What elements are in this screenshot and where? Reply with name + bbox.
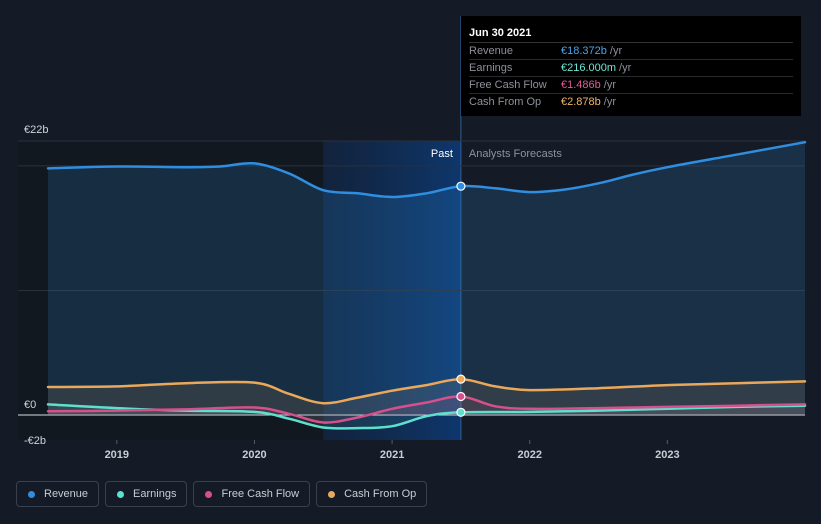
y-tick-label: €22b: [24, 124, 48, 136]
y-tick-label: -€2b: [24, 435, 46, 447]
data-tooltip: Jun 30 2021 Revenue €18.372b /yr Earning…: [461, 16, 801, 116]
legend-item-free-cash-flow[interactable]: Free Cash Flow: [193, 481, 311, 507]
legend-item-earnings[interactable]: Earnings: [105, 481, 188, 507]
legend-dot-icon: [28, 490, 35, 498]
point-free-cash-flow: [456, 391, 466, 402]
past-label: Past: [431, 148, 453, 160]
tooltip-label: Revenue: [469, 45, 514, 57]
point-cash-from-op: [456, 374, 466, 384]
point-revenue: [456, 181, 466, 191]
area-revenue: [48, 142, 805, 415]
tooltip-row-free-cash-flow: Free Cash Flow €1.486b /yr: [469, 77, 793, 94]
legend-item-cash-from-op[interactable]: Cash From Op: [316, 481, 428, 507]
point-earnings: [456, 407, 466, 417]
x-tick-label: 2021: [380, 449, 404, 461]
tooltip-unit: /yr: [619, 62, 632, 74]
tooltip-unit: /yr: [603, 79, 616, 91]
tooltip-value: €1.486b: [561, 79, 601, 91]
legend-dot-icon: [117, 490, 125, 498]
legend-label: Free Cash Flow: [221, 488, 300, 500]
legend-dot-icon: [205, 490, 213, 498]
area-free-cash-flow: [48, 396, 805, 423]
line-free-cash-flow: [46, 395, 807, 424]
y-tick-label: €0: [24, 399, 36, 411]
tooltip-unit: /yr: [609, 45, 623, 57]
x-tick-label: 2020: [242, 449, 266, 461]
legend-dot-icon: [328, 490, 336, 498]
x-tick-label: 2023: [655, 449, 679, 461]
tooltip-value: €2.878b: [561, 96, 601, 108]
x-tick-label: 2019: [105, 449, 129, 461]
line-cash-from-op: [46, 377, 807, 405]
tooltip-value: €216.000m: [561, 62, 617, 74]
tooltip-value: €18.372b: [561, 45, 607, 57]
legend-label: Earnings: [133, 488, 177, 500]
legend-item-revenue[interactable]: Revenue: [16, 481, 100, 507]
tooltip-date: Jun 30 2021: [469, 25, 793, 43]
forecast-label: Analysts Forecasts: [469, 148, 562, 160]
x-tick-label: 2022: [517, 449, 541, 461]
tooltip-row-earnings: Earnings €216.000m /yr: [469, 60, 793, 77]
tooltip-row-revenue: Revenue €18.372b /yr: [469, 43, 793, 60]
legend-label: Cash From Op: [344, 488, 417, 500]
tooltip-row-cash-from-op: Cash From Op €2.878b /yr: [469, 94, 793, 110]
legend-label: Revenue: [44, 488, 89, 500]
line-revenue: [46, 140, 807, 199]
line-earnings: [46, 403, 807, 430]
chart-legend: Revenue Earnings Free Cash Flow Cash Fro…: [16, 481, 428, 509]
tooltip-label: Free Cash Flow: [469, 79, 547, 91]
tooltip-label: Cash From Op: [469, 96, 542, 108]
tooltip-label: Earnings: [469, 62, 513, 74]
tooltip-unit: /yr: [603, 96, 616, 108]
